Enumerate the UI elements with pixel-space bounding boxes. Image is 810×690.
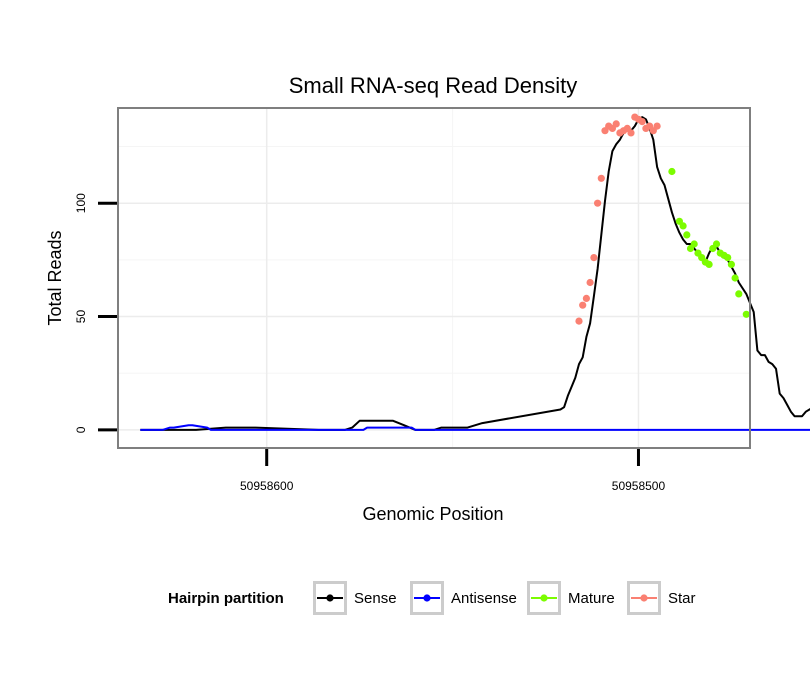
y-tick-label: 50	[74, 310, 88, 324]
data-point-star	[586, 278, 594, 287]
data-point-star	[638, 118, 646, 126]
legend-key-point	[540, 594, 548, 602]
data-point-star	[575, 317, 583, 325]
y-tick-label: 0	[74, 426, 88, 433]
legend-label: Antisense	[451, 590, 517, 607]
x-axis: 509586005095850050958400	[240, 449, 666, 493]
data-point-star	[590, 254, 598, 262]
data-point-mature	[731, 274, 739, 282]
data-point-mature	[727, 260, 736, 268]
data-point-mature	[679, 222, 687, 230]
data-point-star	[579, 301, 587, 309]
legend-key-point	[326, 594, 334, 602]
y-tick-label: 100	[74, 193, 88, 213]
data-point-mature	[724, 254, 732, 262]
series-line-antisense	[140, 424, 810, 431]
x-tick-label: 50958500	[612, 479, 666, 493]
legend-item-mature: Mature	[527, 581, 615, 615]
legend-key-point	[423, 594, 431, 602]
data-point-mature	[712, 240, 721, 248]
legend-item-star: Star	[627, 581, 696, 615]
legend-label: Star	[668, 590, 696, 607]
data-point-star	[594, 199, 602, 207]
x-axis-title: Genomic Position	[362, 504, 503, 524]
data-point-mature	[690, 240, 698, 248]
data-point-mature	[668, 167, 676, 176]
legend-key-point	[640, 594, 648, 602]
panel-border	[117, 107, 751, 449]
legend-label: Sense	[354, 590, 397, 607]
panel-background	[118, 108, 750, 448]
data-point-mature	[683, 231, 691, 239]
series-layer	[140, 113, 810, 431]
y-axis-title: Total Reads	[45, 230, 65, 325]
y-axis: 0 50 100	[74, 193, 117, 433]
data-point-star	[597, 174, 605, 182]
legend-item-antisense: Antisense	[410, 581, 517, 615]
chart-title: Small RNA-seq Read Density	[289, 73, 578, 98]
legend-title: Hairpin partition	[168, 590, 284, 607]
data-point-mature	[735, 290, 743, 298]
data-point-star	[582, 294, 591, 302]
x-tick-label: 50958600	[240, 479, 294, 493]
data-point-star	[653, 122, 661, 130]
data-point-mature	[742, 310, 750, 318]
data-point-star	[612, 120, 620, 128]
legend-label: Mature	[568, 590, 615, 607]
legend: Hairpin partition Sense Antisense Mature St…	[168, 581, 696, 615]
data-point-star	[627, 129, 635, 137]
data-point-mature	[705, 260, 713, 268]
legend-item-sense: Sense	[313, 581, 397, 615]
plot-panel	[117, 107, 810, 449]
